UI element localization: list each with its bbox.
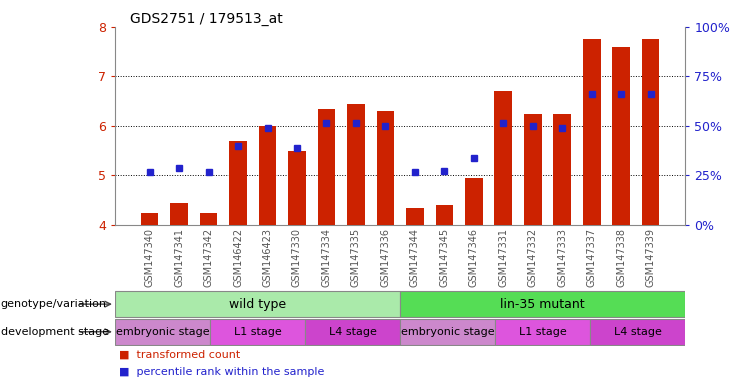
Bar <box>288 151 306 225</box>
Bar <box>347 104 365 225</box>
Bar <box>524 114 542 225</box>
Bar <box>612 47 630 225</box>
Bar <box>115 318 210 345</box>
Bar <box>200 213 217 225</box>
Bar <box>406 208 424 225</box>
Text: L1 stage: L1 stage <box>519 327 567 337</box>
Bar <box>642 39 659 225</box>
Text: L4 stage: L4 stage <box>329 327 376 337</box>
Text: GDS2751 / 179513_at: GDS2751 / 179513_at <box>130 12 282 25</box>
Bar <box>400 291 685 318</box>
Text: wild type: wild type <box>229 298 286 311</box>
Bar <box>210 318 305 345</box>
Text: embryonic stage: embryonic stage <box>401 327 494 337</box>
Text: ■  transformed count: ■ transformed count <box>119 349 240 359</box>
Bar <box>495 318 591 345</box>
Bar <box>229 141 247 225</box>
Text: lin-35 mutant: lin-35 mutant <box>500 298 585 311</box>
Bar <box>400 318 495 345</box>
Text: development stage: development stage <box>1 327 109 337</box>
Bar <box>259 126 276 225</box>
Text: embryonic stage: embryonic stage <box>116 327 209 337</box>
Text: ■  percentile rank within the sample: ■ percentile rank within the sample <box>119 367 324 377</box>
Bar <box>494 91 512 225</box>
Text: genotype/variation: genotype/variation <box>1 299 107 309</box>
Bar <box>141 213 159 225</box>
Bar <box>170 203 188 225</box>
Bar <box>554 114 571 225</box>
Bar <box>436 205 453 225</box>
Bar <box>376 111 394 225</box>
Text: L1 stage: L1 stage <box>233 327 282 337</box>
Bar <box>583 39 600 225</box>
Text: L4 stage: L4 stage <box>614 327 662 337</box>
Bar <box>465 178 482 225</box>
Bar <box>115 291 400 318</box>
Bar <box>305 318 400 345</box>
Bar <box>318 109 336 225</box>
Bar <box>591 318 685 345</box>
